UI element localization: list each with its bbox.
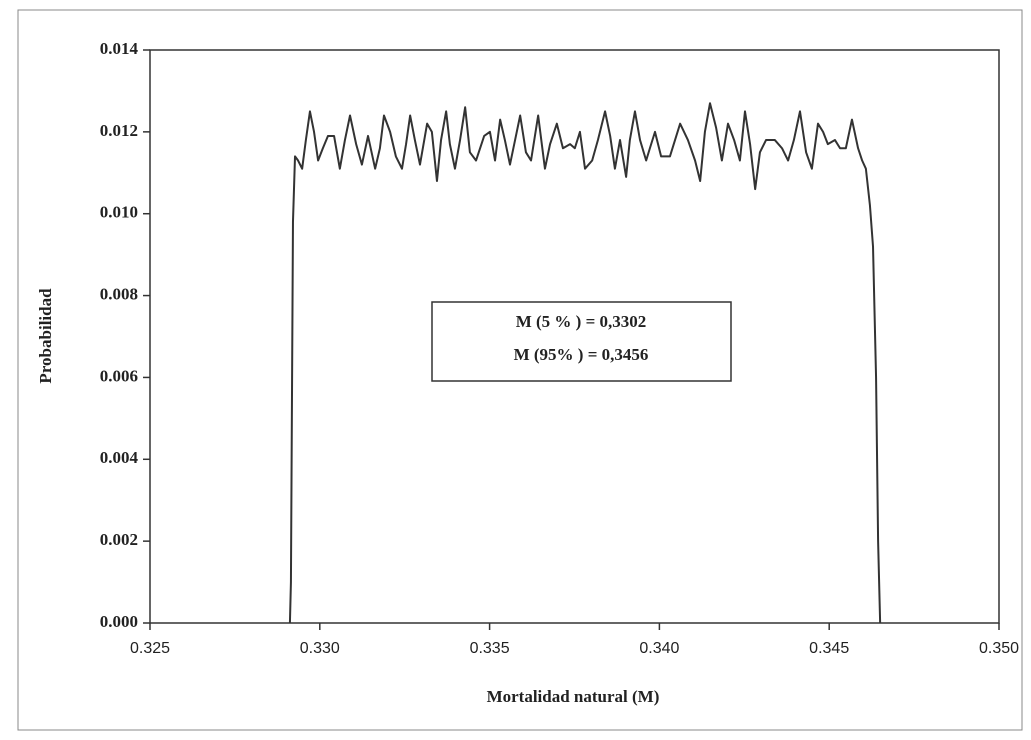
annotation: M (95% ) = 0,3456 [514, 345, 649, 364]
plot-area [149, 49, 1000, 624]
x-tick-label: 0.345 [809, 640, 849, 657]
y-tick-label: 0.004 [100, 448, 139, 467]
x-tick-label: 0.340 [639, 640, 679, 657]
x-axis-label: Mortalidad natural (M) [487, 687, 660, 706]
annotation-box [431, 301, 732, 382]
x-tick-label: 0.350 [979, 640, 1019, 657]
y-tick-label: 0.000 [100, 612, 138, 631]
x-tick-label: 0.330 [300, 640, 340, 657]
y-tick-label: 0.002 [100, 530, 138, 549]
annotation: M (5 % ) = 0,3302 [516, 312, 647, 331]
y-tick-label: 0.008 [100, 284, 138, 303]
x-tick-label: 0.335 [470, 640, 510, 657]
frame [17, 9, 1023, 731]
y-tick-label: 0.012 [100, 121, 138, 140]
y-axis-label: Probabilidad [36, 288, 55, 384]
line [288, 102, 882, 624]
y-tick-label: 0.014 [100, 39, 139, 58]
y-tick-label: 0.006 [100, 366, 138, 385]
y-tick-label: 0.010 [100, 203, 138, 222]
x-tick-label: 0.325 [130, 640, 170, 657]
